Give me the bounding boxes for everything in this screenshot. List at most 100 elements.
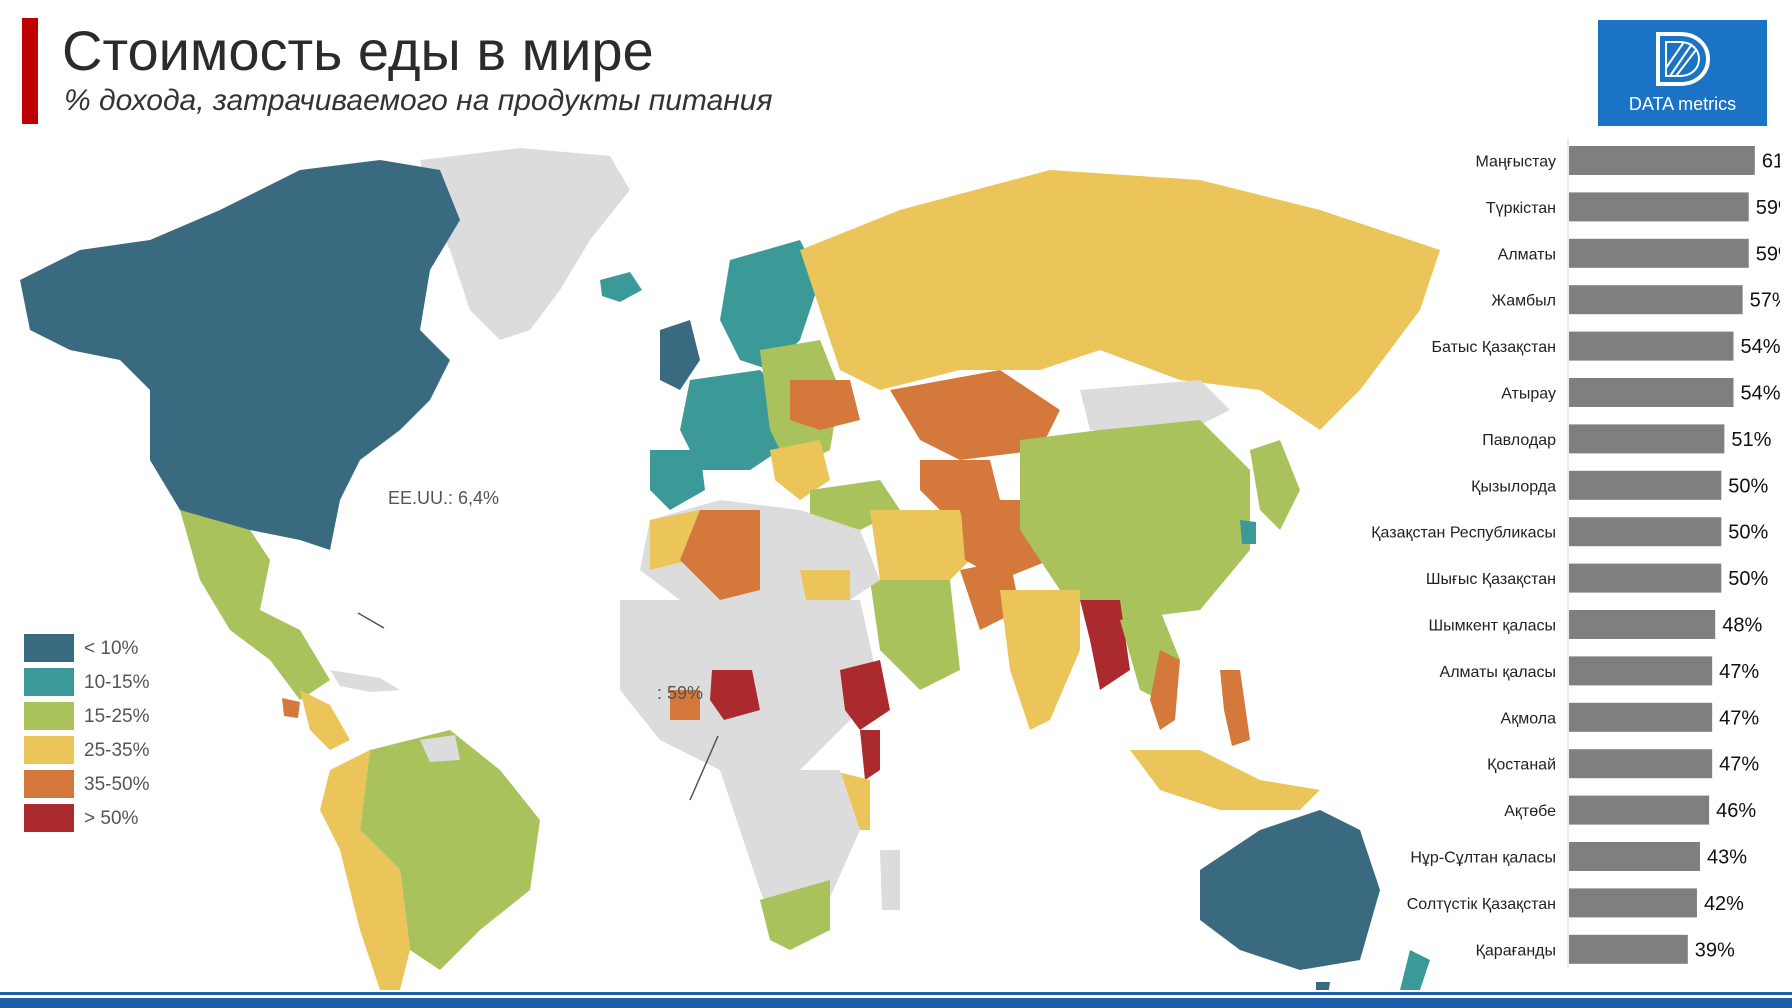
map-ukraine — [790, 380, 860, 430]
bar-value-label: 54% — [1740, 383, 1780, 405]
map-new-zealand — [1400, 950, 1430, 990]
world-map — [20, 148, 1440, 990]
map-north-america — [20, 160, 460, 550]
bar — [1569, 656, 1713, 686]
bar-value-label: 42% — [1704, 893, 1744, 915]
bar-category-label: Қазақстан Республикасы — [1371, 525, 1556, 542]
map-ethiopia — [840, 660, 890, 730]
footer-bar — [0, 998, 1792, 1008]
bar-category-label: Шығыс Қазақстан — [1426, 571, 1556, 588]
footer-line — [0, 992, 1792, 995]
title-accent-bar — [22, 18, 38, 124]
map-andes — [320, 750, 410, 990]
legend-label: < 10% — [84, 638, 139, 659]
bar-value-label: 59% — [1756, 197, 1780, 219]
map-uk — [660, 320, 700, 390]
bar — [1569, 795, 1710, 825]
bar-category-label: Ақтөбе — [1504, 803, 1556, 820]
page-subtitle: % дохода, затрачиваемого на продукты пит… — [64, 84, 773, 117]
map-indonesia — [1130, 750, 1320, 810]
bar-value-label: 57% — [1750, 290, 1780, 312]
bar-value-label: 43% — [1707, 847, 1747, 869]
map-madagascar — [880, 850, 900, 910]
bar-value-label: 54% — [1740, 336, 1780, 358]
legend-label: 25-35% — [84, 740, 150, 761]
map-iceland — [600, 272, 642, 302]
map-iberia — [650, 450, 705, 510]
bar — [1569, 563, 1722, 593]
logo-d-icon — [1656, 32, 1711, 86]
map-kazakhstan — [890, 370, 1060, 460]
bar-value-label: 47% — [1719, 754, 1759, 776]
map-china — [1020, 420, 1250, 620]
bar — [1569, 749, 1713, 779]
bar — [1569, 331, 1734, 361]
map-guatemala — [282, 698, 300, 718]
map-greenland — [420, 148, 630, 340]
bar-value-label: 61% — [1762, 151, 1780, 173]
bar-value-label: 59% — [1756, 243, 1780, 265]
bar — [1569, 842, 1700, 871]
map-middle-east — [870, 510, 970, 590]
map-scandinavia — [720, 240, 820, 370]
bar — [1569, 238, 1749, 268]
map-kenya — [860, 730, 880, 780]
bar — [1569, 285, 1743, 315]
bar — [1569, 470, 1722, 500]
legend-swatch — [24, 736, 74, 764]
map-nigeria — [710, 670, 760, 720]
map-caribbean — [330, 670, 400, 692]
map-myanmar — [1080, 600, 1130, 690]
bar — [1569, 424, 1725, 454]
bar-category-label: Маңғыстау — [1476, 154, 1556, 171]
legend-item: 35-50% — [24, 770, 184, 798]
bar-category-label: Қарағанды — [1476, 942, 1556, 959]
map-central-america — [300, 690, 350, 750]
page-title: Стоимость еды в мире — [62, 19, 654, 82]
legend-swatch — [24, 668, 74, 696]
bar — [1569, 888, 1697, 918]
legend-item: < 10% — [24, 634, 184, 662]
legend-label: 35-50% — [84, 774, 150, 795]
bar-category-label: Алматы қаласы — [1440, 664, 1556, 681]
regional-bar-chart: Маңғыстау 61% Түркістан 59% Алматы 59% Жамбыл 5… — [1371, 138, 1780, 968]
callout-line-us — [357, 612, 385, 629]
bar-category-label: Солтүстік Қазақстан — [1407, 896, 1556, 913]
map-guianas — [420, 735, 460, 762]
legend-item: 15-25% — [24, 702, 184, 730]
bar-value-label: 50% — [1728, 475, 1768, 497]
map-india — [1000, 590, 1080, 730]
logo-text: DATA metrics — [1628, 94, 1737, 114]
bar — [1569, 378, 1734, 407]
bar-value-label: 51% — [1731, 429, 1771, 451]
legend-swatch — [24, 702, 74, 730]
map-west-africa-orange — [670, 690, 700, 720]
legend-label: > 50% — [84, 808, 139, 829]
legend-swatch — [24, 634, 74, 662]
map-russia — [800, 170, 1440, 430]
bar — [1569, 192, 1749, 222]
legend-item: 25-35% — [24, 736, 184, 764]
bar-value-label: 48% — [1722, 615, 1762, 637]
bar — [1569, 702, 1713, 732]
bar-value-label: 47% — [1719, 707, 1759, 729]
bar-category-label: Павлодар — [1482, 432, 1556, 449]
legend-label: 15-25% — [84, 706, 150, 727]
legend-item: > 50% — [24, 804, 184, 832]
bar — [1569, 610, 1716, 639]
bar-category-label: Нұр-Сұлтан қаласы — [1410, 850, 1556, 867]
map-australia — [1200, 810, 1380, 970]
datametrics-logo: DATA metrics — [1598, 20, 1767, 126]
map-mexico — [180, 510, 330, 700]
legend-item: 10-15% — [24, 668, 184, 696]
bar-category-label: Қостанай — [1487, 757, 1556, 774]
legend-swatch — [24, 770, 74, 798]
map-philippines — [1220, 670, 1250, 746]
bar-category-label: Алматы — [1498, 246, 1556, 263]
bar-category-label: Қызылорда — [1471, 478, 1556, 495]
map-korea-japan — [1250, 440, 1300, 530]
legend-swatch — [24, 804, 74, 832]
bar-category-label: Жамбыл — [1491, 293, 1556, 310]
bar-category-label: Атырау — [1501, 386, 1556, 403]
map-south-africa — [760, 880, 830, 950]
